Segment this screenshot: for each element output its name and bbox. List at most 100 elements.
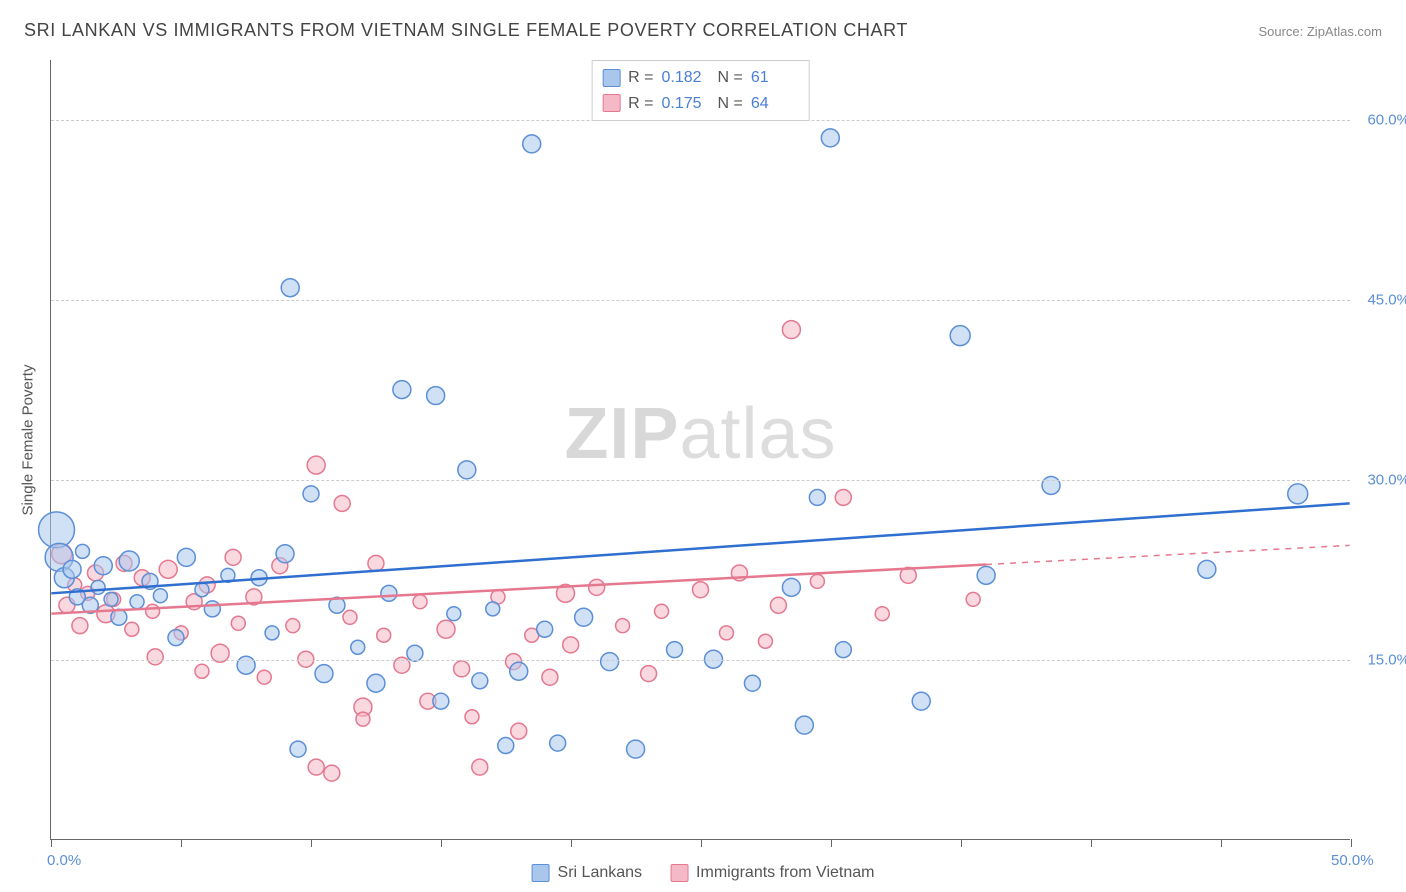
scatter-point [875,607,889,621]
scatter-point [589,579,605,595]
bottom-legend-swatch-blue [532,864,550,882]
bottom-legend-item-0: Sri Lankans [532,864,643,882]
bottom-legend-swatch-pink [670,864,688,882]
scatter-point [308,759,324,775]
scatter-point [966,592,980,606]
scatter-point [63,560,81,578]
stats-legend: R = 0.182 N = 61 R = 0.175 N = 64 [591,60,810,121]
scatter-point [237,656,255,674]
legend-swatch-blue [602,69,620,87]
trend-line-dashed [986,545,1350,564]
scatter-point [195,583,209,597]
scatter-point [616,619,630,633]
scatter-point [225,549,241,565]
y-tick-label: 45.0% [1367,292,1406,309]
scatter-point [281,279,299,297]
x-tick [181,839,182,847]
stats-legend-row-1: R = 0.175 N = 64 [602,91,799,117]
scatter-point [627,740,645,758]
chart-title: SRI LANKAN VS IMMIGRANTS FROM VIETNAM SI… [24,20,908,41]
scatter-point [343,610,357,624]
x-tick [1091,839,1092,847]
scatter-point [601,653,619,671]
scatter-point [407,645,423,661]
scatter-point [315,665,333,683]
scatter-point [433,693,449,709]
scatter-point [334,495,350,511]
y-tick-label: 30.0% [1367,472,1406,489]
scatter-point [641,666,657,682]
x-tick [961,839,962,847]
scatter-point [563,637,579,653]
scatter-point [377,628,391,642]
scatter-point [458,461,476,479]
scatter-point [307,456,325,474]
x-tick [831,839,832,847]
bottom-legend-label-1: Immigrants from Vietnam [696,864,874,882]
scatter-point [111,609,127,625]
scatter-point [550,735,566,751]
scatter-point [523,135,541,153]
scatter-point [153,589,167,603]
scatter-point [795,716,813,734]
legend-swatch-pink [602,94,620,112]
scatter-point [977,566,995,584]
scatter-point [537,621,553,637]
scatter-point [465,710,479,724]
scatter-point [511,723,527,739]
stats-legend-row-0: R = 0.182 N = 61 [602,65,799,91]
chart-container: SRI LANKAN VS IMMIGRANTS FROM VIETNAM SI… [0,0,1406,892]
x-tick-label: 0.0% [47,852,81,869]
scatter-point [159,560,177,578]
scatter-point [1288,484,1308,504]
stats-r-value-0: 0.182 [662,65,710,91]
scatter-point [286,619,300,633]
stats-n-label-1: N = [718,91,743,117]
plot-svg [51,60,1350,839]
scatter-point [744,675,760,691]
bottom-legend: Sri Lankans Immigrants from Vietnam [532,864,875,882]
stats-n-value-0: 61 [751,65,799,91]
scatter-point [177,548,195,566]
scatter-point [809,489,825,505]
scatter-point [498,738,514,754]
scatter-point [381,585,397,601]
scatter-point [125,622,139,636]
scatter-point [119,551,139,571]
scatter-point [147,649,163,665]
source-name: ZipAtlas.com [1307,24,1382,39]
scatter-point [542,669,558,685]
stats-n-label: N = [718,65,743,91]
x-tick [701,839,702,847]
scatter-point [72,618,88,634]
scatter-point [510,662,528,680]
scatter-point [146,604,160,618]
scatter-point [782,578,800,596]
scatter-point [472,759,488,775]
scatter-point [770,597,786,613]
y-tick-label: 60.0% [1367,112,1406,129]
y-tick-label: 15.0% [1367,652,1406,669]
stats-n-value-1: 64 [751,91,799,117]
x-tick [571,839,572,847]
scatter-point [303,486,319,502]
scatter-point [454,661,470,677]
scatter-point [758,634,772,648]
scatter-point [104,592,118,606]
stats-r-label-1: R = [628,91,653,117]
scatter-point [667,642,683,658]
gridline-h [51,300,1350,301]
scatter-point [835,489,851,505]
scatter-point [290,741,306,757]
scatter-point [413,595,427,609]
scatter-point [367,674,385,692]
scatter-point [810,574,824,588]
bottom-legend-item-1: Immigrants from Vietnam [670,864,874,882]
stats-r-label: R = [628,65,653,91]
scatter-point [351,640,365,654]
x-tick [51,839,52,847]
plot-area: ZIPatlas R = 0.182 N = 61 R = 0.175 N = … [50,60,1350,840]
scatter-point [427,387,445,405]
scatter-point [486,602,500,616]
scatter-point [575,608,593,626]
